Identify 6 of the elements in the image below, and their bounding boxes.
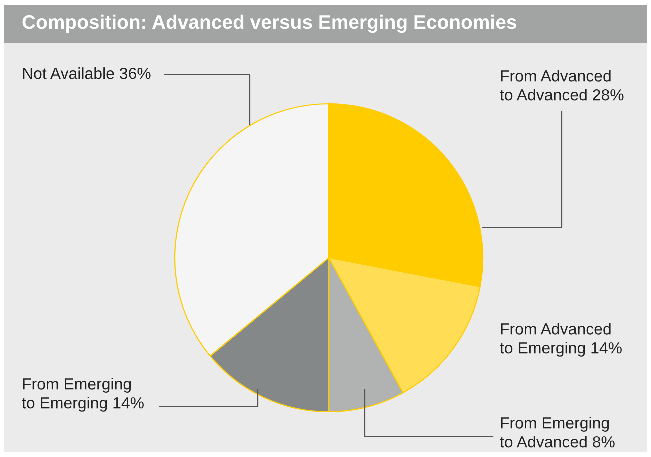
slice-label: From Emerging to Emerging 14% (22, 378, 144, 412)
slice-label: From Emerging to Advanced 8% (500, 417, 615, 448)
slice-label: From Advanced to Advanced 28% (500, 70, 624, 101)
slice-label: From Advanced to Emerging 14% (500, 323, 622, 357)
chart-title: Composition: Advanced versus Emerging Economies (22, 14, 516, 34)
slice-label: Not Available 36% (23, 68, 151, 80)
